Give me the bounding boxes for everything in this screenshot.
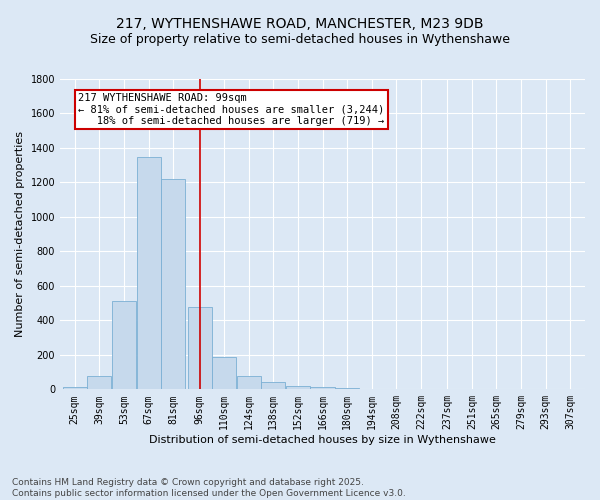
Bar: [335, 388, 359, 390]
Bar: [310, 386, 335, 390]
Bar: [212, 356, 236, 390]
Text: 217, WYTHENSHAWE ROAD, MANCHESTER, M23 9DB: 217, WYTHENSHAWE ROAD, MANCHESTER, M23 9…: [116, 18, 484, 32]
Bar: [161, 179, 185, 390]
Bar: [88, 376, 112, 390]
Bar: [112, 302, 136, 390]
Bar: [137, 156, 161, 390]
Bar: [63, 386, 87, 390]
Bar: [188, 306, 212, 390]
X-axis label: Distribution of semi-detached houses by size in Wythenshawe: Distribution of semi-detached houses by …: [149, 435, 496, 445]
Bar: [236, 376, 261, 390]
Bar: [286, 386, 310, 390]
Text: Contains HM Land Registry data © Crown copyright and database right 2025.
Contai: Contains HM Land Registry data © Crown c…: [12, 478, 406, 498]
Bar: [261, 382, 286, 390]
Text: Size of property relative to semi-detached houses in Wythenshawe: Size of property relative to semi-detach…: [90, 32, 510, 46]
Y-axis label: Number of semi-detached properties: Number of semi-detached properties: [15, 131, 25, 337]
Text: 217 WYTHENSHAWE ROAD: 99sqm
← 81% of semi-detached houses are smaller (3,244)
  : 217 WYTHENSHAWE ROAD: 99sqm ← 81% of sem…: [79, 93, 385, 126]
